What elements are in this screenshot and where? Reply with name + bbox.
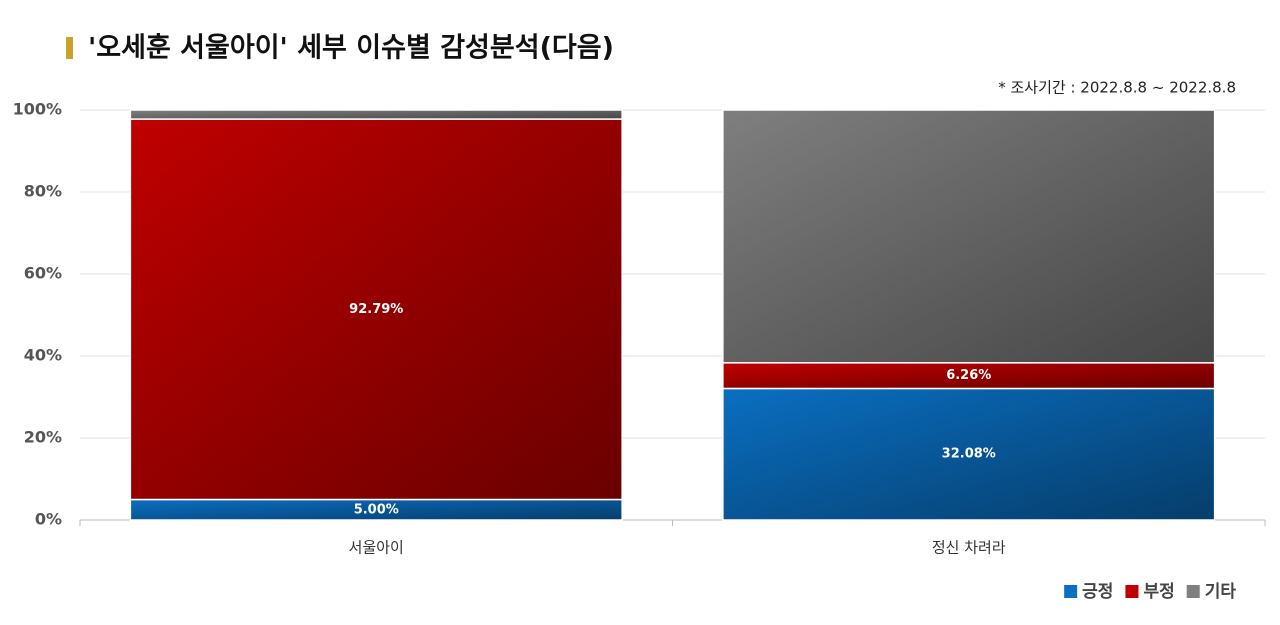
subtitle: * 조사기간 : 2022.8.8 ~ 2022.8.8 — [998, 79, 1236, 97]
data-label: 92.79% — [349, 302, 403, 317]
bar-segment — [129, 109, 623, 120]
y-tick-label: 80% — [24, 182, 62, 201]
x-tick-label: 정신 차려라 — [932, 539, 1006, 557]
y-tick-label: 0% — [35, 510, 62, 529]
y-tick-label: 20% — [24, 428, 62, 447]
bar-segment — [129, 118, 623, 501]
y-tick-label: 40% — [24, 346, 62, 365]
legend-label: 기타 — [1205, 582, 1237, 602]
y-tick-label: 100% — [13, 100, 62, 119]
y-tick-label: 60% — [24, 264, 62, 283]
chart-title: '오세훈 서울아이' 세부 이슈별 감성분석(다음) — [88, 33, 614, 64]
data-label: 32.08% — [942, 447, 996, 462]
data-label: 6.26% — [946, 368, 991, 383]
x-tick-label: 서울아이 — [349, 539, 404, 557]
legend-swatch — [1125, 585, 1139, 598]
bar-segment — [722, 387, 1216, 521]
data-label: 5.00% — [354, 502, 399, 517]
bar-segment — [722, 109, 1216, 364]
legend-label: 부정 — [1143, 582, 1174, 602]
legend-label: 긍정 — [1082, 582, 1113, 602]
title-marker — [66, 37, 73, 59]
bar-segment — [722, 362, 1216, 390]
legend-swatch — [1064, 585, 1078, 598]
legend-swatch — [1186, 585, 1200, 598]
